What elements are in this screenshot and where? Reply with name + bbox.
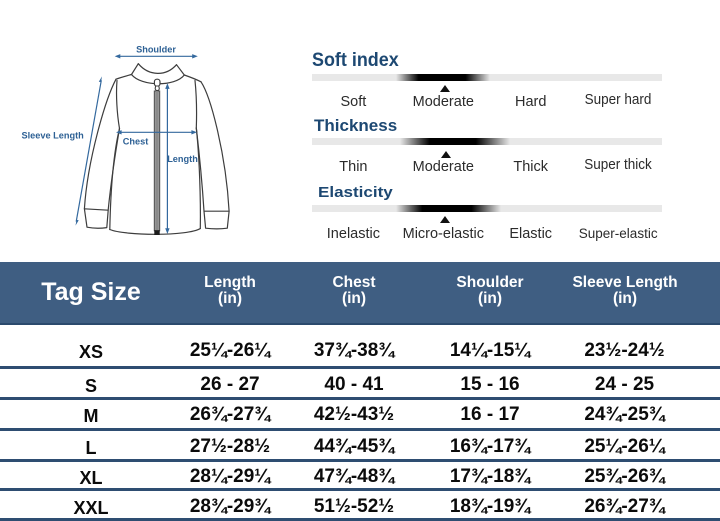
svg-text:Chest: Chest — [123, 136, 149, 146]
svg-text:Shoulder: Shoulder — [136, 45, 176, 55]
svg-text:Sleeve Length: Sleeve Length — [22, 131, 85, 141]
svg-text:Length: Length — [167, 154, 198, 164]
